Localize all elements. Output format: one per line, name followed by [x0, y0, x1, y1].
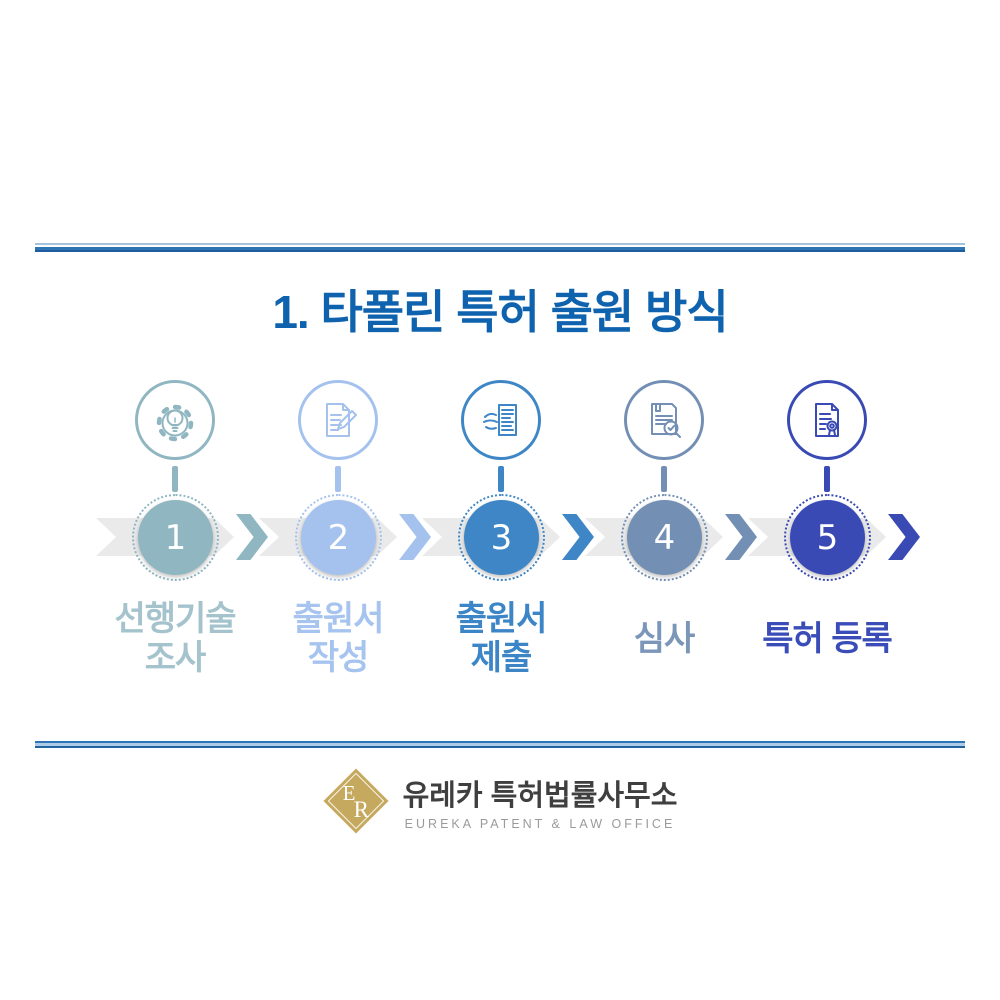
step-label: 선행기술 조사 — [114, 600, 236, 677]
step-number-badge: 1 — [132, 494, 219, 581]
process-step-1: 1 선행기술 조사 — [93, 380, 268, 690]
bottom-divider-light-line — [35, 743, 965, 746]
top-divider-dark-line — [35, 250, 965, 252]
bottom-divider-dark-line — [35, 746, 965, 748]
step-label: 특허 등록 — [762, 619, 893, 658]
bottom-divider-blue-line — [35, 741, 965, 743]
step-connector-line — [824, 466, 830, 492]
document-pencil-icon — [298, 380, 378, 460]
step-connector-line — [498, 466, 504, 492]
process-step-5: 5 특허 등록 — [745, 380, 920, 690]
footer-logo: E R 유레카 특허법률사무소 EUREKA PATENT & LAW OFFI… — [0, 768, 1000, 834]
step-number: 1 — [164, 517, 187, 558]
top-divider-blue-line — [35, 247, 965, 250]
step-number: 2 — [327, 517, 350, 558]
document-check-magnifier-icon — [624, 380, 704, 460]
step-label: 심사 — [633, 619, 696, 658]
firm-name-korean: 유레카 특허법률사무소 — [402, 779, 678, 812]
gear-lightbulb-icon — [135, 380, 215, 460]
step-label: 출원서 제출 — [455, 600, 548, 677]
certificate-seal-icon — [787, 380, 867, 460]
step-number: 4 — [653, 517, 676, 558]
step-number: 5 — [816, 517, 839, 558]
logo-monogram-e: E — [342, 781, 356, 805]
step-connector-line — [661, 466, 667, 492]
step-number-badge: 5 — [784, 494, 871, 581]
eureka-diamond-logo-icon: E R — [323, 768, 389, 834]
firm-name-english: EUREKA PATENT & LAW OFFICE — [404, 816, 676, 831]
step-number-badge: 2 — [295, 494, 382, 581]
top-divider — [35, 243, 965, 252]
top-divider-light-line — [35, 243, 965, 245]
chevron-right-icon — [888, 514, 920, 560]
step-number: 3 — [490, 517, 513, 558]
process-step-2: 2 출원서 작성 — [256, 380, 431, 690]
process-step-4: 4 심사 — [582, 380, 757, 690]
hand-document-icon — [461, 380, 541, 460]
step-label: 출원서 작성 — [292, 600, 385, 677]
process-step-3: 3 출원서 제출 — [419, 380, 594, 690]
step-number-badge: 3 — [458, 494, 545, 581]
step-connector-line — [335, 466, 341, 492]
page-title: 1. 타폴린 특허 출원 방식 — [272, 286, 728, 338]
step-connector-line — [172, 466, 178, 492]
step-number-badge: 4 — [621, 494, 708, 581]
logo-monogram-r: R — [353, 797, 369, 822]
bottom-divider — [35, 741, 965, 748]
